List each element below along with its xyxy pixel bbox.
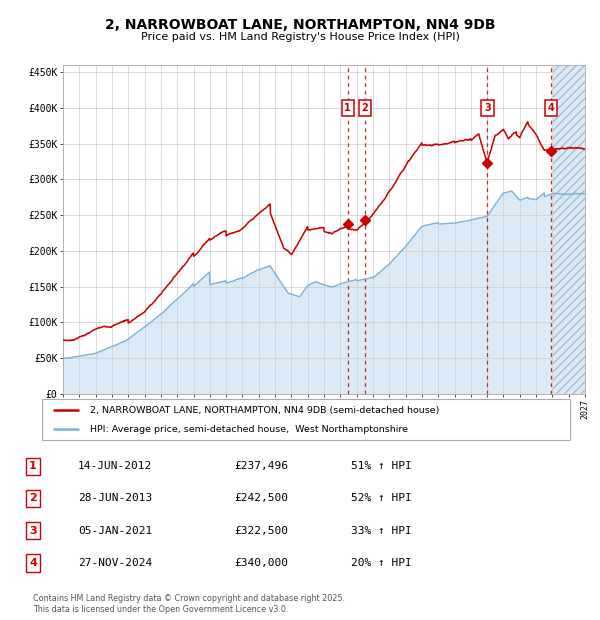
Text: 27-NOV-2024: 27-NOV-2024 [78,558,152,568]
Text: 4: 4 [548,103,554,113]
Text: 14-JUN-2012: 14-JUN-2012 [78,461,152,471]
Text: 05-JAN-2021: 05-JAN-2021 [78,526,152,536]
Text: £322,500: £322,500 [234,526,288,536]
Text: 2, NARROWBOAT LANE, NORTHAMPTON, NN4 9DB: 2, NARROWBOAT LANE, NORTHAMPTON, NN4 9DB [105,18,495,32]
Text: 2: 2 [361,103,368,113]
Text: 51% ↑ HPI: 51% ↑ HPI [351,461,412,471]
Text: 52% ↑ HPI: 52% ↑ HPI [351,494,412,503]
Text: 3: 3 [29,526,37,536]
Text: 2: 2 [29,494,37,503]
Text: Price paid vs. HM Land Registry's House Price Index (HPI): Price paid vs. HM Land Registry's House … [140,32,460,42]
Text: 20% ↑ HPI: 20% ↑ HPI [351,558,412,568]
Text: 1: 1 [344,103,351,113]
Text: 1: 1 [29,461,37,471]
Text: 3: 3 [484,103,491,113]
Text: £340,000: £340,000 [234,558,288,568]
Text: HPI: Average price, semi-detached house,  West Northamptonshire: HPI: Average price, semi-detached house,… [89,425,407,435]
Text: 2, NARROWBOAT LANE, NORTHAMPTON, NN4 9DB (semi-detached house): 2, NARROWBOAT LANE, NORTHAMPTON, NN4 9DB… [89,406,439,415]
Text: 4: 4 [29,558,37,568]
Text: 33% ↑ HPI: 33% ↑ HPI [351,526,412,536]
Text: Contains HM Land Registry data © Crown copyright and database right 2025.
This d: Contains HM Land Registry data © Crown c… [33,595,345,614]
Text: £242,500: £242,500 [234,494,288,503]
Text: £237,496: £237,496 [234,461,288,471]
Text: 28-JUN-2013: 28-JUN-2013 [78,494,152,503]
